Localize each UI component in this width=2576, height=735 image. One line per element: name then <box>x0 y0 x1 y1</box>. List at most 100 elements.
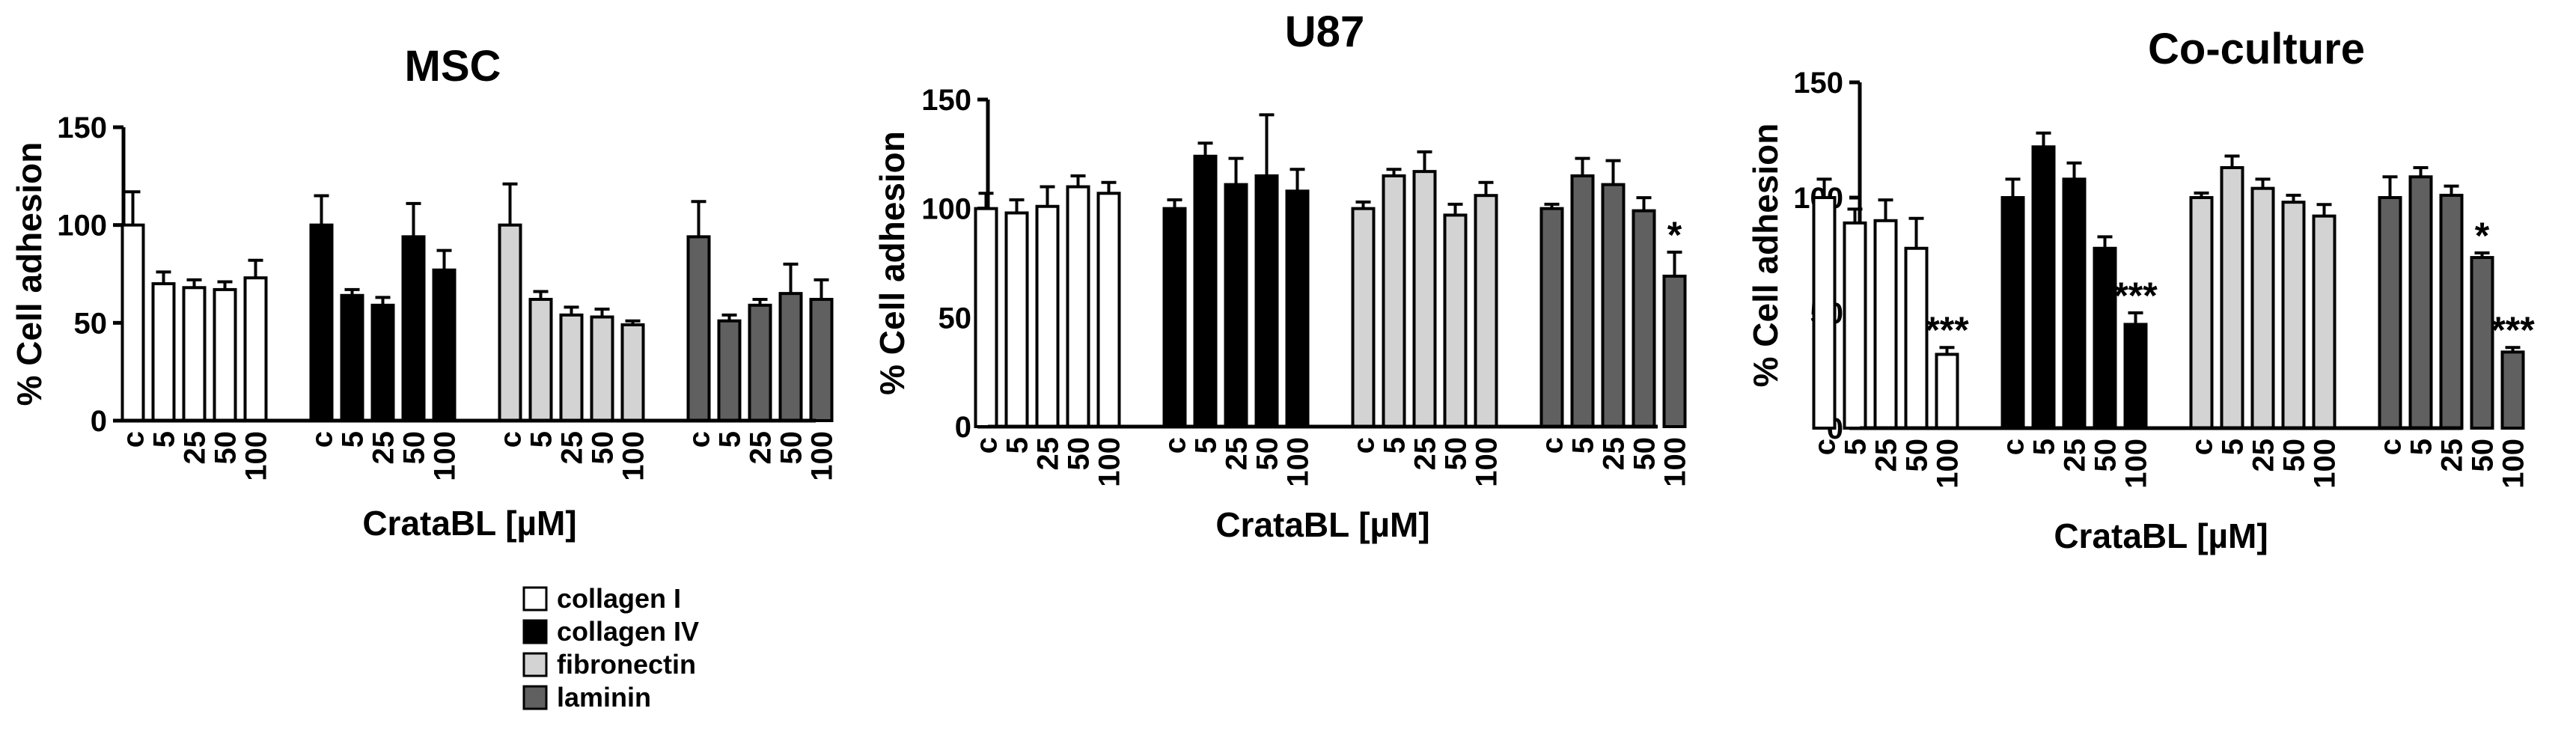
bar <box>2189 196 2214 430</box>
bar <box>1162 207 1187 428</box>
x-axis-label: CrataBL [µM] <box>2054 516 2268 555</box>
x-tick-label: 5 <box>1001 437 1034 454</box>
x-tick-label: 25 <box>1409 437 1442 471</box>
x-tick-label: c <box>117 431 150 448</box>
bar <box>1935 353 1959 430</box>
bar <box>528 297 553 422</box>
legend-swatch <box>522 586 548 612</box>
x-tick-label: 5 <box>1190 437 1223 454</box>
x-tick-label: 100 <box>1932 439 1965 489</box>
y-axis-label: % Cell adhesion <box>10 142 49 406</box>
x-tick-label: 5 <box>148 431 181 448</box>
bar <box>717 319 742 422</box>
x-tick-label: c <box>1997 439 2030 455</box>
x-tick-label: 50 <box>587 431 620 465</box>
x-tick-label: 50 <box>2090 439 2122 472</box>
x-tick-label: 100 <box>240 431 273 481</box>
x-tick-label: 25 <box>556 431 589 465</box>
legend-swatch <box>522 652 548 677</box>
y-tick-label: 150 <box>921 84 971 117</box>
x-tick-label: 100 <box>617 431 650 481</box>
bar <box>1285 189 1310 429</box>
x-tick-label: 25 <box>1032 437 1065 471</box>
legend-label: laminin <box>557 682 651 713</box>
x-tick-label: 25 <box>2247 439 2280 472</box>
x-tick-label: c <box>683 431 716 448</box>
x-tick-label: 50 <box>2278 439 2311 472</box>
bar <box>1066 185 1090 429</box>
bar <box>120 223 145 422</box>
x-tick-label: 5 <box>525 431 558 448</box>
significance-label: * <box>1667 214 1682 256</box>
bar <box>2408 175 2433 430</box>
x-tick-label: 5 <box>1567 437 1600 454</box>
x-tick-label: 50 <box>1629 437 1661 471</box>
bar <box>778 292 803 422</box>
bar <box>243 276 268 422</box>
bar <box>620 323 645 422</box>
x-axis-label: CrataBL [µM] <box>1215 505 1429 544</box>
x-tick-label: 100 <box>1282 437 1315 487</box>
x-tick-label: c <box>1536 437 1569 454</box>
chart-title: MSC <box>405 42 501 91</box>
bar <box>1035 204 1060 428</box>
bar <box>2281 201 2306 430</box>
bar <box>2312 214 2337 430</box>
significance-label: *** <box>2113 275 2158 317</box>
legend-swatch <box>522 619 548 644</box>
x-tick-label: 25 <box>745 431 778 465</box>
x-tick-label: c <box>1159 437 1192 454</box>
bar <box>1904 246 1929 430</box>
y-axis-label: % Cell adhesion <box>873 131 912 395</box>
y-tick-label: 100 <box>921 193 971 226</box>
bar <box>1474 194 1498 428</box>
significance-label: *** <box>1925 309 1969 351</box>
bar <box>2378 196 2402 430</box>
x-tick-label: 100 <box>429 431 462 481</box>
x-tick-label: 100 <box>2309 439 2342 489</box>
x-tick-label: 5 <box>1379 437 1411 454</box>
x-tick-label: 25 <box>1598 437 1631 471</box>
x-tick-label: 50 <box>1251 437 1284 471</box>
bar <box>1601 183 1626 428</box>
bar <box>370 303 395 422</box>
y-tick-label: 50 <box>74 307 108 340</box>
bar <box>2031 145 2056 430</box>
x-tick-label: c <box>1809 439 1842 455</box>
x-tick-label: 50 <box>2467 439 2500 472</box>
x-tick-label: 50 <box>1440 437 1473 471</box>
bar <box>340 293 364 422</box>
bar <box>2062 177 2087 430</box>
x-axis-label: CrataBL [µM] <box>362 504 576 543</box>
x-tick-label: 5 <box>2217 439 2250 455</box>
x-tick-label: 100 <box>1659 437 1692 487</box>
x-tick-label: 50 <box>775 431 808 465</box>
bar <box>151 282 176 423</box>
x-tick-label: c <box>2375 439 2408 455</box>
x-tick-label: 25 <box>367 431 400 465</box>
x-tick-label: c <box>2186 439 2219 455</box>
bar <box>809 297 834 422</box>
bar <box>2123 323 2148 430</box>
x-tick-label: 5 <box>1840 439 1873 455</box>
bar <box>686 235 711 423</box>
bar <box>974 207 998 428</box>
legend-label: collagen I <box>557 583 681 614</box>
bar <box>1539 207 1564 428</box>
bar <box>1443 213 1468 428</box>
bar <box>559 313 584 422</box>
bar <box>1224 183 1248 428</box>
significance-label: *** <box>2491 309 2535 351</box>
bar <box>1873 219 1898 430</box>
bar <box>1412 170 1437 428</box>
bar <box>2220 165 2244 430</box>
y-tick-label: 150 <box>57 112 107 144</box>
bar <box>182 286 207 422</box>
